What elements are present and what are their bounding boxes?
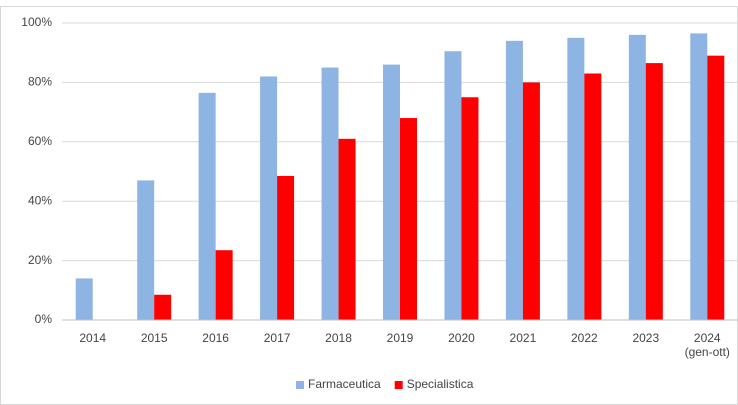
- bar: [645, 63, 663, 320]
- y-tick-label: 20%: [28, 253, 52, 267]
- x-tick-label: 2024 (gen-ott): [684, 331, 730, 359]
- bar: [584, 73, 602, 321]
- bar: [338, 138, 356, 320]
- bar: [154, 294, 172, 320]
- bar: [707, 55, 725, 321]
- x-tick-label: 2019: [386, 331, 414, 345]
- bar: [628, 34, 646, 320]
- bar: [321, 67, 339, 320]
- bar: [277, 175, 295, 320]
- legend-label: Specialistica: [407, 377, 474, 391]
- bar: [383, 64, 400, 320]
- y-tick-label: 80%: [28, 75, 52, 89]
- bar: [690, 33, 708, 321]
- bar: [400, 118, 417, 320]
- x-tick-label: 2014: [79, 331, 107, 345]
- legend-label: Farmaceutica: [308, 377, 381, 391]
- bar: [215, 250, 233, 320]
- legend-swatch: [394, 381, 403, 389]
- y-tick-label: 100%: [21, 15, 52, 29]
- x-tick-label: 2017: [263, 331, 291, 345]
- bar: [260, 76, 278, 321]
- bar: [567, 37, 585, 320]
- bar: [461, 97, 479, 320]
- bar: [444, 51, 462, 321]
- y-tick-label: 60%: [28, 134, 52, 148]
- bar: [522, 82, 540, 321]
- x-tick-label: 2016: [202, 331, 229, 345]
- x-tick-label: 2021: [509, 331, 537, 345]
- x-tick-label: 2023: [632, 331, 660, 345]
- y-tick-label: 0%: [35, 312, 53, 326]
- x-tick-label: 2022: [571, 331, 598, 345]
- bar: [198, 92, 216, 320]
- bar: [505, 40, 523, 320]
- y-tick-label: 40%: [28, 193, 52, 207]
- bar: [75, 278, 93, 320]
- x-tick-label: 2015: [140, 331, 168, 345]
- x-tick-label: 2018: [325, 331, 352, 345]
- x-tick-label: 2020: [448, 331, 475, 345]
- bar: [137, 180, 155, 320]
- legend-swatch: [296, 381, 304, 389]
